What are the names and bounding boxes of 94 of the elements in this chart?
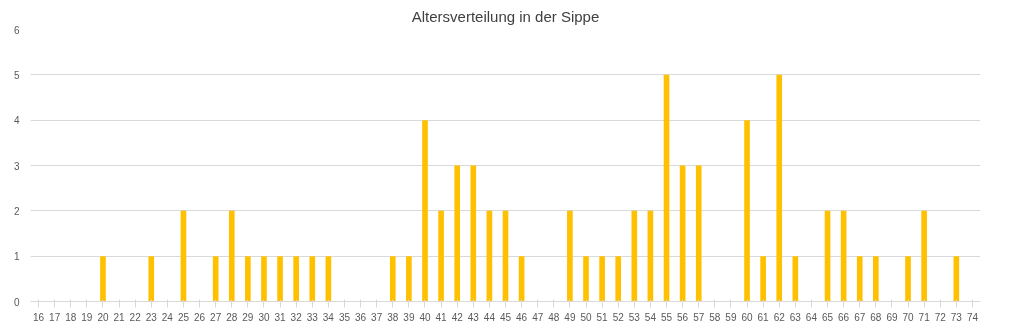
x-tick-label: 18 [65,311,77,323]
x-tick-label: 19 [81,311,93,323]
x-tick-label: 72 [934,311,947,323]
x-tick-label: 63 [789,311,802,323]
x-tick-label: 57 [693,311,705,323]
bar [921,210,927,302]
x-tick-label: 23 [145,311,158,323]
bar [583,256,589,302]
bar [245,256,251,302]
x-tick-label: 24 [161,311,174,323]
x-tick-label: 41 [435,311,448,323]
x-tick-label: 67 [854,311,866,323]
bar [454,165,461,302]
bar [695,165,702,302]
x-tick-label: 27 [210,311,222,323]
x-tick-label: 64 [805,311,818,323]
x-tick-label: 21 [113,311,126,323]
x-tick-label: 44 [483,311,496,323]
bar [293,256,299,302]
x-tick-label: 37 [371,311,383,323]
x-tick-label: 16 [32,311,45,323]
bar [100,256,106,302]
x-tick-label: 17 [49,311,61,323]
bar [148,256,155,302]
x-tick-label: 68 [870,311,882,323]
x-tick-label: 69 [886,311,898,323]
x-tick-label: 31 [274,311,287,323]
y-tick-label: 1 [13,251,20,263]
bar [228,210,235,302]
bar [309,256,316,302]
x-tick-label: 70 [902,311,915,323]
bar [776,74,783,302]
x-tick-label: 46 [516,311,528,323]
y-tick-label: 5 [13,69,20,81]
bar [567,210,573,302]
x-tick-label: 59 [725,311,737,323]
x-tick-label: 47 [532,311,544,323]
x-tick-label: 33 [306,311,319,323]
bar [856,256,863,302]
x-tick-label: 29 [242,311,254,323]
bar [389,256,396,302]
x-tick-label: 36 [355,311,367,323]
x-tick-label: 60 [741,311,754,323]
y-tick-label: 2 [13,205,20,217]
x-tick-label: 54 [644,311,657,323]
bar [615,256,622,302]
x-tick-label: 71 [918,311,931,323]
x-tick-label: 39 [403,311,415,323]
bar [261,256,267,302]
bar [873,256,879,302]
y-tick-label: 4 [13,115,20,127]
bar [760,256,766,302]
bar [905,256,911,302]
x-tick-label: 30 [258,311,270,323]
bar [406,256,412,302]
x-tick-label: 25 [177,311,190,323]
bar [631,210,638,302]
x-tick-label: 50 [580,311,593,323]
x-tick-label: 35 [338,311,351,323]
bar [599,256,605,302]
x-tick-label: 22 [129,311,142,323]
x-tick-label: 62 [773,311,786,323]
x-tick-label: 20 [97,311,109,323]
x-tick-label: 48 [548,311,560,323]
y-tick-label: 0 [13,296,20,308]
y-tick-label: 6 [13,24,20,36]
bar [277,256,283,302]
bar [744,120,750,302]
x-tick-label: 65 [821,311,834,323]
x-tick-label: 61 [757,311,770,323]
x-tick-label: 53 [628,311,641,323]
x-tick-label: 51 [596,311,609,323]
x-tick-label: 58 [709,311,721,323]
bar [470,165,477,302]
x-tick-label: 26 [194,311,206,323]
x-tick-label: 74 [966,311,979,323]
chart-title: Altersverteilung in der Sippe [411,7,600,25]
x-tick-label: 32 [290,311,303,323]
x-tick-label: 49 [564,311,576,323]
x-tick-label: 28 [226,311,238,323]
x-tick-label: 43 [467,311,480,323]
y-tick-label: 3 [13,160,20,172]
bar [438,210,444,302]
x-tick-label: 52 [612,311,625,323]
x-tick-label: 34 [322,311,335,323]
x-tick-label: 38 [387,311,399,323]
x-tick-label: 45 [499,311,512,323]
x-tick-label: 56 [677,311,689,323]
bar [422,120,428,302]
x-tick-label: 66 [838,311,850,323]
x-tick-label: 42 [451,311,464,323]
x-tick-label: 73 [950,311,963,323]
x-tick-label: 40 [419,311,431,323]
x-tick-label: 55 [660,311,673,323]
